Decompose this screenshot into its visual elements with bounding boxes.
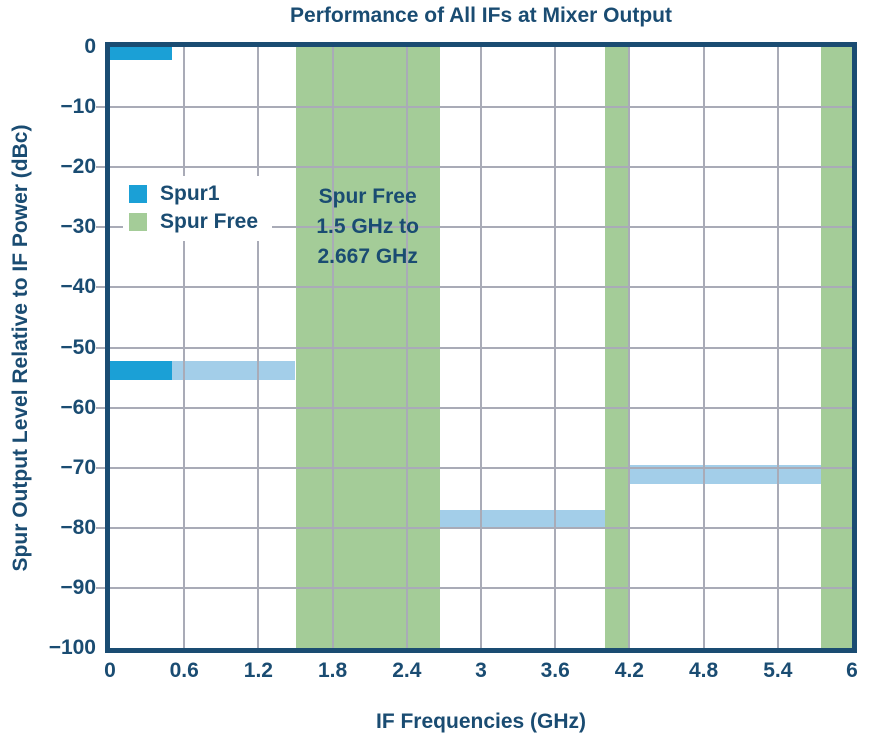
- x-tick-label: 0: [104, 659, 116, 682]
- y-tick-mark: [96, 346, 105, 349]
- x-axis-title: IF Frequencies (GHz): [375, 710, 587, 733]
- x-tick-label: 5.4: [763, 659, 793, 682]
- legend-swatch-spur_free: [129, 212, 147, 231]
- gridline-horizontal: [110, 346, 852, 349]
- gridline-horizontal: [110, 226, 852, 229]
- legend-item: Spur Free: [129, 208, 258, 235]
- spur-free-annotation: Spur Free 1.5 GHz to 2.667 GHz: [316, 182, 419, 272]
- gridline-horizontal: [110, 106, 852, 109]
- gridline-horizontal: [110, 526, 852, 529]
- y-tick-label: 0: [84, 35, 96, 58]
- x-tick-label: 4.2: [614, 659, 644, 682]
- legend-label: Spur Free: [160, 210, 259, 233]
- y-tick-mark: [96, 106, 105, 109]
- x-tick-label: 6: [846, 659, 858, 682]
- y-tick-label: −10: [60, 95, 96, 119]
- x-tick-label: 4.8: [688, 659, 719, 682]
- gridline-horizontal: [110, 286, 852, 289]
- y-tick-mark: [96, 586, 105, 589]
- y-tick-label: −60: [60, 395, 96, 419]
- legend-item: Spur1: [129, 180, 258, 207]
- legend-label: Spur1: [160, 182, 220, 205]
- spur-bar: [629, 464, 822, 484]
- chart-title: Performance of All IFs at Mixer Output: [290, 4, 672, 27]
- y-tick-label: −20: [60, 155, 96, 179]
- y-tick-mark: [96, 286, 105, 289]
- legend: Spur1 Spur Free: [123, 176, 273, 241]
- y-tick-label: −100: [48, 636, 96, 659]
- gridline-horizontal: [110, 406, 852, 409]
- y-tick-label: −90: [60, 575, 96, 599]
- x-tick-label: 1.8: [317, 659, 348, 682]
- spur-bar: [439, 509, 605, 527]
- spur-bar: [110, 360, 172, 380]
- y-tick-label: −80: [60, 515, 96, 539]
- y-tick-mark: [96, 526, 105, 529]
- spur-bar: [110, 47, 172, 61]
- x-tick-label: 3.6: [540, 659, 570, 682]
- gridline-horizontal: [110, 586, 852, 589]
- y-tick-mark: [96, 466, 105, 469]
- x-tick-label: 0.6: [169, 659, 199, 682]
- y-tick-label: −40: [60, 275, 96, 299]
- annotation-line: 1.5 GHz to: [316, 215, 419, 238]
- spur-bar: [171, 360, 296, 380]
- x-tick-label: 3: [475, 659, 487, 682]
- gridline-horizontal: [110, 166, 852, 169]
- x-tick-label: 2.4: [392, 659, 422, 682]
- y-tick-label: −50: [60, 335, 96, 359]
- y-tick-label: −70: [60, 455, 96, 479]
- y-tick-mark: [96, 166, 105, 169]
- x-tick-label: 1.2: [243, 659, 273, 682]
- y-tick-mark: [96, 226, 105, 229]
- annotation-line: 2.667 GHz: [317, 245, 418, 268]
- gridline-horizontal: [110, 466, 852, 469]
- y-tick-mark: [96, 406, 105, 409]
- annotation-line: Spur Free: [318, 185, 417, 208]
- legend-swatch-spur1: [129, 184, 147, 203]
- y-tick-label: −30: [60, 215, 96, 239]
